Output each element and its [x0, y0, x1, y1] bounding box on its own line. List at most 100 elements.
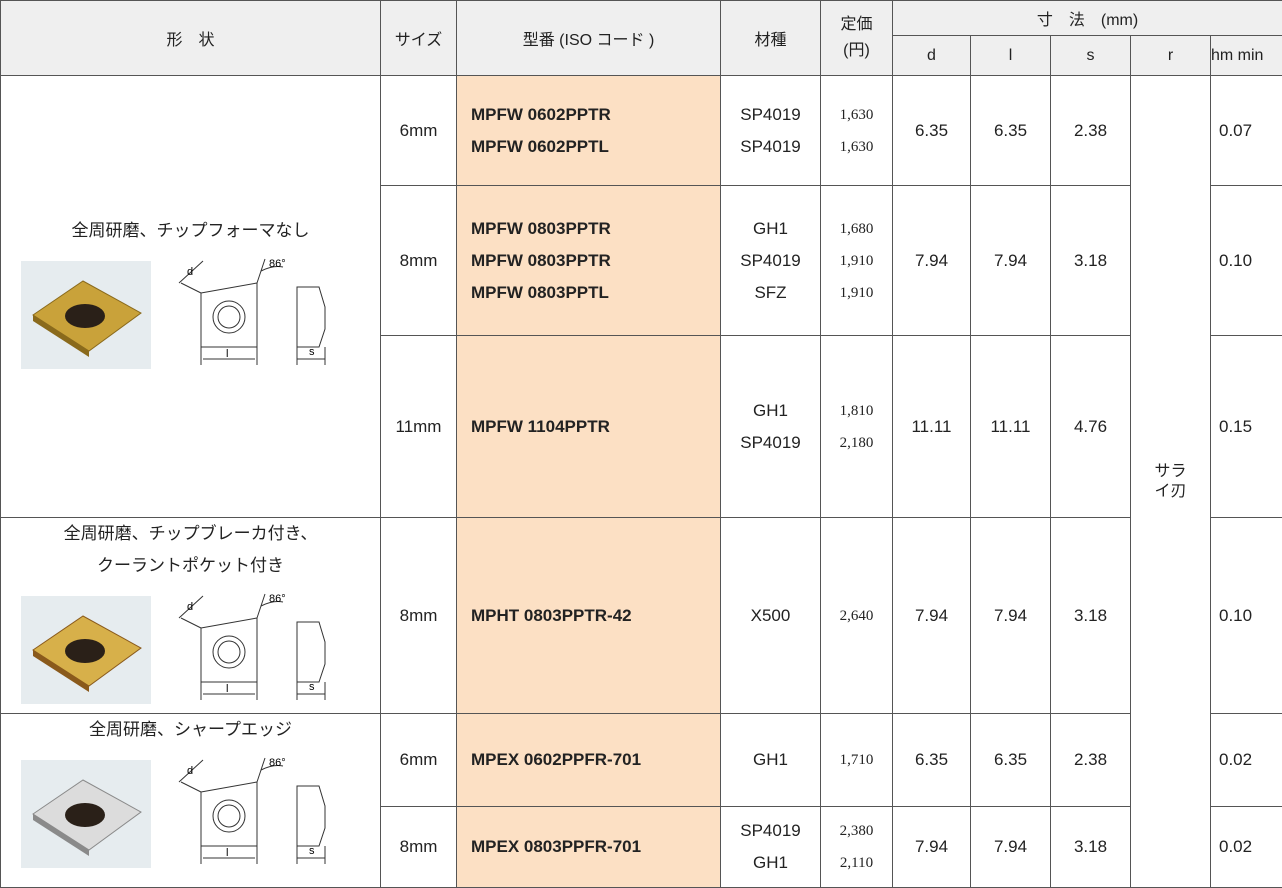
diagram-label: 86° [269, 258, 286, 270]
price-cell-line: 1,810 [821, 395, 892, 427]
grade-cell: X500 [721, 518, 821, 714]
diagram-label: s [309, 845, 315, 857]
dim-cell: 2.38 [1051, 76, 1131, 186]
price-cell-line: 1,710 [821, 744, 892, 776]
header-cell: hm min [1211, 36, 1282, 76]
header-cell: l [971, 36, 1051, 76]
model-cell-line: MPFW 0803PPTL [471, 277, 720, 309]
model-cell-line: MPFW 0803PPTR [471, 213, 720, 245]
dim-cell: 3.18 [1051, 186, 1131, 336]
diagram-label: d [187, 601, 193, 613]
diagram-label: l [226, 683, 228, 695]
size-cell: 6mm [381, 76, 457, 186]
model-cell-line: MPFW 1104PPTR [471, 411, 720, 443]
price-cell-line: 1,630 [821, 99, 892, 131]
dim-cell: 3.18 [1051, 518, 1131, 714]
dim-cell: 0.02 [1211, 807, 1282, 888]
grade-cell-line: SP4019 [721, 245, 820, 277]
size-cell: 8mm [381, 807, 457, 888]
grade-cell-line: X500 [721, 600, 820, 632]
dim-cell: 11.11 [893, 336, 971, 518]
header-cell: 型番 (ISO コード ) [457, 1, 721, 76]
grade-cell: GH1 [721, 714, 821, 807]
illustration-wrap: d 86° l s [1, 582, 380, 713]
diagram-label: l [226, 847, 228, 859]
dim-cell: 7.94 [971, 807, 1051, 888]
dim-cell: 7.94 [893, 807, 971, 888]
header-cell: r [1131, 36, 1211, 76]
price-cell-line: 2,180 [821, 427, 892, 459]
grade-cell-line: GH1 [721, 213, 820, 245]
model-cell: MPHT 0803PPTR-42 [457, 518, 721, 714]
shape-text ln: 全周研磨、シャープエッジ [1, 714, 380, 746]
model-cell-line: MPEX 0602PPFR-701 [471, 744, 720, 776]
price-cell: 2,640 [821, 518, 893, 714]
header-cell: 材種 [721, 1, 821, 76]
model-cell-line: MPFW 0602PPTL [471, 131, 720, 163]
grade-cell-line: GH1 [721, 744, 820, 776]
size-cell: 6mm [381, 714, 457, 807]
dim-cell: 6.35 [893, 76, 971, 186]
diagram-label: s [309, 346, 315, 358]
grade-cell-line: GH1 [721, 847, 820, 879]
diagram-label: 86° [269, 593, 286, 605]
dim-cell: 6.35 [971, 76, 1051, 186]
diagram-label: s [309, 681, 315, 693]
header-cell: s [1051, 36, 1131, 76]
size-cell: 8mm [381, 186, 457, 336]
price-cell-line: 1,630 [821, 131, 892, 163]
price-cell-line: 2,110 [821, 847, 892, 879]
size-cell: 11mm [381, 336, 457, 518]
grade-cell-line: SP4019 [721, 815, 820, 847]
header-line: 定価 [821, 12, 892, 38]
dim-cell: 7.94 [893, 518, 971, 714]
diagram-label: d [187, 765, 193, 777]
dim-cell: 3.18 [1051, 807, 1131, 888]
dim-cell: 6.35 [893, 714, 971, 807]
r-cell: サライ刃 [1131, 76, 1211, 888]
shape-cell shape: 全周研磨、シャープエッジ d86°ls [1, 714, 381, 888]
grade-cell-line: SP4019 [721, 427, 820, 459]
dim-cell: 2.38 [1051, 714, 1131, 807]
header-row: 形 状サイズ型番 (ISO コード )材種定価(円)寸 法 (mm) [1, 1, 1282, 36]
dim-cell: 0.15 [1211, 336, 1282, 518]
shape-text ln: クーラントポケット付き [1, 550, 380, 582]
header-cell: 寸 法 (mm) [893, 1, 1282, 36]
dim-cell: 6.35 [971, 714, 1051, 807]
price-cell-line: 2,640 [821, 600, 892, 632]
header-cell: 形 状 [1, 1, 381, 76]
model-cell-line: MPFW 0602PPTR [471, 99, 720, 131]
model-cell-line: MPEX 0803PPFR-701 [471, 831, 720, 863]
header-line: (円) [821, 38, 892, 64]
grade-cell-line: SP4019 [721, 131, 820, 163]
dim-cell: 7.94 [971, 186, 1051, 336]
price-cell: 1,710 [821, 714, 893, 807]
shape-text ln: 全周研磨、チップブレーカ付き、 [1, 518, 380, 550]
grade-cell-line: SP4019 [721, 99, 820, 131]
dim-cell: 11.11 [971, 336, 1051, 518]
grade-cell-line: SFZ [721, 277, 820, 309]
header-cell: 定価(円) [821, 1, 893, 76]
price-cell-line: 1,910 [821, 245, 892, 277]
dim-cell: 0.10 [1211, 518, 1282, 714]
model-cell: MPFW 1104PPTR [457, 336, 721, 518]
shape-cell shape: 全周研磨、チップフォーマなし d86°ls [1, 76, 381, 518]
diagram-label: l [226, 348, 228, 360]
model-cell-line: MPHT 0803PPTR-42 [471, 600, 720, 632]
r-text: サライ刃 [1154, 462, 1188, 502]
